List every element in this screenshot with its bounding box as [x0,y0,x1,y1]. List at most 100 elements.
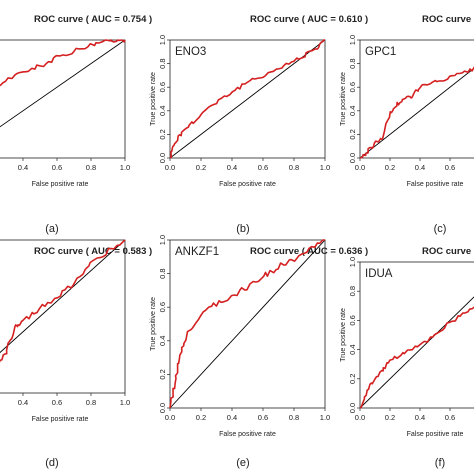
y-axis-label: True positive rate [150,297,157,351]
y-tick-label: 1.0 [158,235,167,245]
x-tick-label: 0.4 [415,163,425,172]
x-tick-label: 0.2 [196,163,206,172]
plot-frame [359,39,474,159]
y-tick-label: 0.4 [348,344,357,354]
x-axis-label: False positive rate [407,181,464,188]
y-tick-label: 0.6 [158,82,167,92]
gene-label: ANKZF1 [175,246,219,258]
x-tick-label: 0.2 [196,413,206,422]
x-tick-label: 0.6 [258,163,268,172]
x-tick-label: 0.4 [227,163,237,172]
x-tick-label: 0.6 [445,413,455,422]
y-tick-label: 0.8 [158,58,167,68]
x-tick-label: 1.0 [120,163,130,172]
x-tick-label: 0.2 [385,163,395,172]
y-tick-label: 0.2 [158,369,167,379]
x-tick-label: 0.8 [289,413,299,422]
y-axis-label: True positive rate [340,72,347,126]
chance-diagonal [359,296,474,409]
y-tick-label: 0.0 [348,403,357,413]
x-axis-label: False positive rate [407,431,464,438]
chance-diagonal [359,67,474,159]
x-tick-label: 0.2 [385,413,395,422]
roc-panel-4: ROC curve ( AUC = 0.583 )IA10.20.40.60.8… [0,239,152,469]
roc-panel-3: ROC curve ( AUC = 0.6 GPC1 0.0 0.2 0.4 0.6 0.8… [340,14,474,235]
panel-label: (d) [45,457,58,469]
y-tick-label: 0.0 [158,153,167,163]
y-tick-label: 0.6 [158,302,167,312]
x-tick-label: 1.0 [120,398,130,407]
y-tick-label: 0.8 [158,268,167,278]
plot-frame [0,239,126,394]
panel-label: (a) [45,223,58,235]
y-tick-label: 0.6 [348,82,357,92]
y-tick-label: 0.4 [158,106,167,116]
chart-title: ROC curve ( AUC = 0.610 ) [250,14,368,25]
roc-curve-line [359,306,474,409]
x-axis-label: False positive rate [32,416,89,423]
chance-diagonal [0,239,126,354]
x-tick-label: 0.4 [18,163,28,172]
x-tick-label: 0.4 [415,413,425,422]
chance-diagonal [169,239,326,409]
roc-curve-line [0,39,126,87]
x-axis-label: False positive rate [219,431,276,438]
y-tick-label: 0.4 [348,106,357,116]
x-tick-label: 0.0 [355,163,365,172]
y-tick-label: 0.2 [348,129,357,139]
x-tick-label: 0.0 [355,413,365,422]
panel-label: (e) [236,457,249,469]
roc-curve-line [0,239,126,363]
chance-diagonal [0,39,126,128]
x-tick-label: 0.8 [86,398,96,407]
x-tick-label: 0.6 [258,413,268,422]
chart-title: ROC curve ( AUC = 0.583 ) [34,246,152,257]
plot-frame [359,261,474,409]
panel-label: (c) [434,223,447,235]
gene-label: IDUA [365,268,393,280]
chart-title: ROC curve ( AUC = 0.636 ) [250,246,368,257]
x-tick-label: 1.0 [320,163,330,172]
panel-label: (f) [435,457,445,469]
roc-curve-line [169,39,325,159]
x-tick-label: 0.8 [86,163,96,172]
x-tick-label: 0.4 [18,398,28,407]
y-tick-label: 0.6 [348,315,357,325]
plot-frame [169,39,326,159]
roc-curve-line [359,66,474,159]
x-tick-label: 0.0 [165,413,175,422]
y-tick-label: 0.0 [348,153,357,163]
y-tick-label: 0.8 [348,286,357,296]
y-tick-label: 0.8 [348,58,357,68]
y-tick-label: 0.0 [158,403,167,413]
chart-title: ROC curve ( AUC = 0.6 [422,14,474,25]
roc-panel-6: ROC curve ( AUC = 0.6 IDUA 0.0 0.2 0.4 0.6 0.8… [340,246,474,469]
x-tick-label: 0.6 [445,163,455,172]
chart-title: ROC curve ( AUC = 0.754 ) [34,14,152,25]
y-tick-label: 1.0 [348,35,357,45]
y-axis-label: True positive rate [340,308,347,362]
x-axis-label: False positive rate [32,181,89,188]
x-tick-label: 0.8 [289,163,299,172]
y-tick-label: 0.2 [348,374,357,384]
chart-title: ROC curve ( AUC = 0.6 [422,246,474,257]
roc-panel-5: ROC curve ( AUC = 0.636 ) ANKZF1 0.0 0.2 0.4… [150,235,368,469]
x-tick-label: 1.0 [320,413,330,422]
x-tick-label: 0.0 [165,163,175,172]
x-tick-label: 0.6 [52,163,62,172]
x-tick-label: 0.6 [52,398,62,407]
roc-panel-2: ROC curve ( AUC = 0.610 ) ENO3 0.0 0.2 0.4 0.… [150,14,368,235]
plot-frame [0,39,126,159]
y-tick-label: 1.0 [348,257,357,267]
y-tick-label: 0.4 [158,336,167,346]
plot-frame [169,239,326,409]
roc-curve-line [169,239,325,409]
gene-label: ENO3 [175,46,206,58]
roc-panel-1: ROC curve ( AUC = 0.754 )0.00.20.40.60.8… [0,14,152,235]
y-tick-label: 1.0 [158,35,167,45]
x-tick-label: 0.4 [227,413,237,422]
panel-label: (b) [236,223,249,235]
gene-label: GPC1 [365,46,396,58]
x-axis-label: False positive rate [219,181,276,188]
